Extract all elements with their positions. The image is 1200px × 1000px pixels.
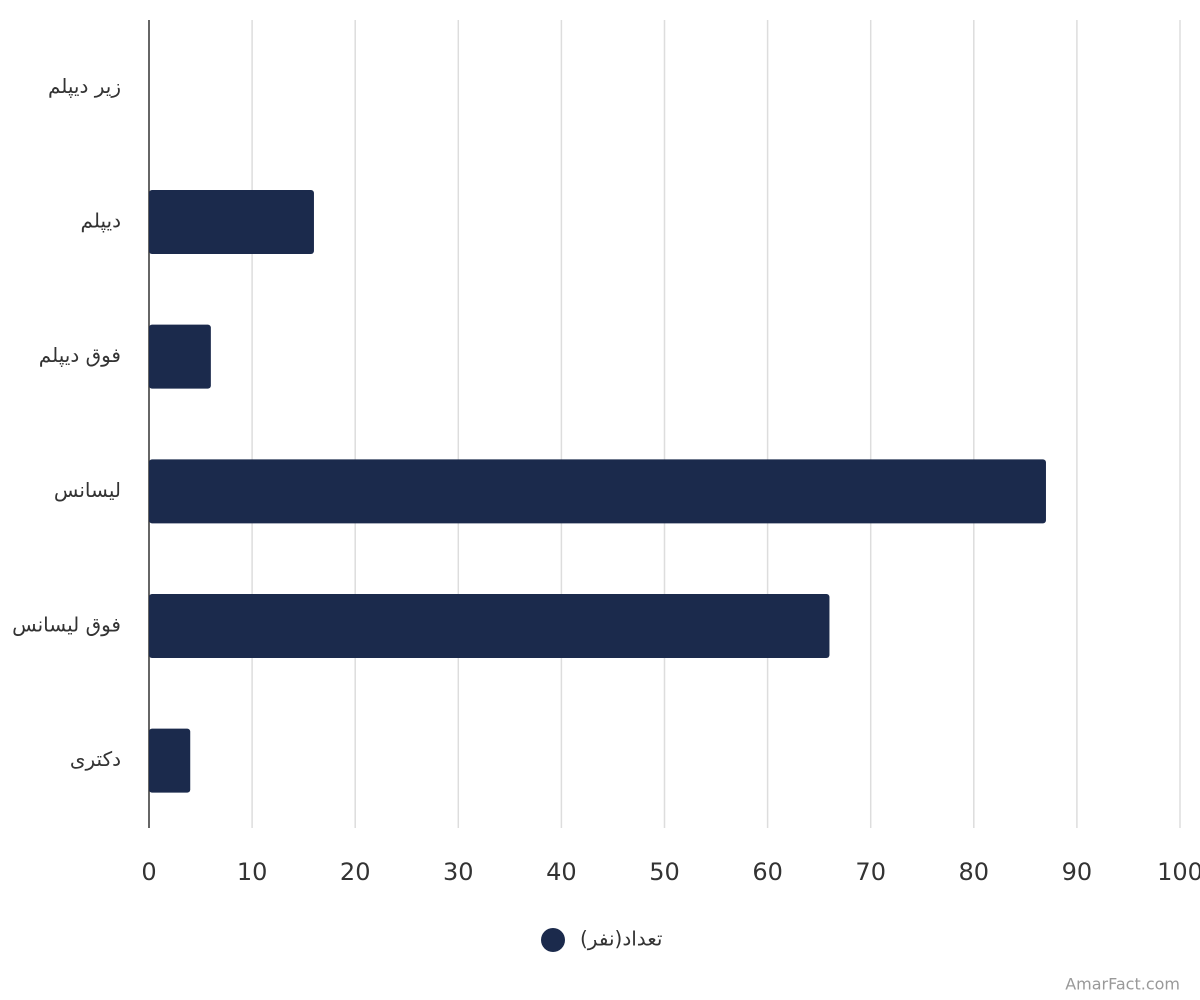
y-tick-label: فوق لیسانس xyxy=(12,613,121,637)
bar xyxy=(149,324,211,389)
x-tick-label: 80 xyxy=(959,858,990,886)
y-tick-label: دکتری xyxy=(70,747,121,771)
x-tick-label: 0 xyxy=(141,858,156,886)
x-tick-label: 60 xyxy=(752,858,783,886)
y-tick-label: لیسانس xyxy=(54,478,121,502)
y-tick-label: دیپلم xyxy=(81,209,121,234)
bar xyxy=(149,459,1046,524)
x-tick-label: 100 xyxy=(1157,858,1200,886)
legend-label: تعداد(نفر) xyxy=(580,927,663,951)
x-tick-label: 20 xyxy=(340,858,371,886)
x-tick-label: 90 xyxy=(1062,858,1093,886)
bar xyxy=(149,190,314,254)
x-tick-label: 70 xyxy=(855,858,886,886)
y-tick-label: فوق دیپلم xyxy=(39,343,121,368)
bar xyxy=(149,594,830,658)
legend-marker xyxy=(541,928,565,952)
x-tick-label: 40 xyxy=(546,858,577,886)
x-tick-label: 30 xyxy=(443,858,474,886)
x-tick-label: 10 xyxy=(237,858,268,886)
credit: AmarFact.com xyxy=(1065,975,1180,994)
bar xyxy=(149,728,191,793)
x-tick-label: 50 xyxy=(649,858,680,886)
y-tick-label: زیر دیپلم xyxy=(48,74,121,99)
